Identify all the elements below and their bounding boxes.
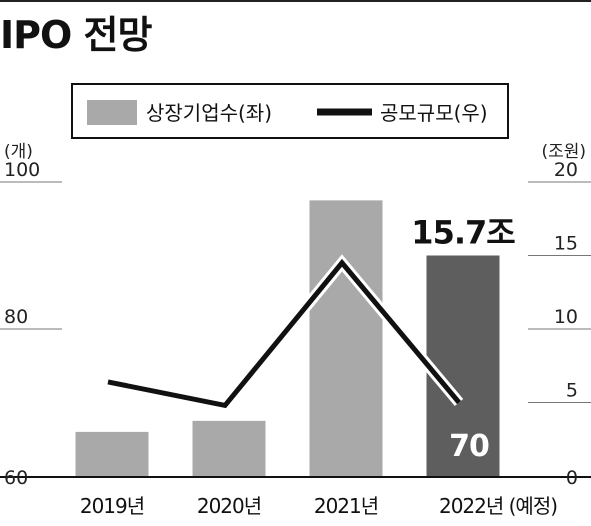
- right-tick-label: 0: [566, 467, 578, 489]
- category-label: 2019년: [80, 494, 144, 518]
- left-tick-label: 60: [4, 467, 28, 489]
- chart-title: IPO 전망: [0, 13, 152, 57]
- annotation-listings-2022: 70: [449, 429, 489, 464]
- annotation-offering-2022: 15.7조: [411, 214, 515, 252]
- bar-listings: [426, 255, 500, 476]
- category-label: 2022년 (예정): [439, 494, 557, 518]
- top-rule: [0, 0, 591, 2]
- line-offering-size: [107, 258, 461, 409]
- bar-listings: [192, 420, 266, 476]
- right-tick-label: 5: [566, 380, 578, 402]
- legend-bar-swatch: [87, 100, 137, 125]
- category-label: 2021년: [314, 494, 378, 518]
- bar-listings: [309, 200, 383, 476]
- category-label: 2020년: [197, 494, 261, 518]
- left-axis-unit: (개): [4, 142, 33, 162]
- legend-box: [71, 83, 509, 139]
- right-axis-unit: (조원): [541, 142, 586, 162]
- right-tick-label: 20: [554, 159, 578, 181]
- legend-line-label: 공모규모(우): [380, 101, 488, 125]
- right-tick-label: 10: [554, 306, 578, 328]
- left-tick-label: 100: [4, 159, 40, 181]
- bar-listings: [75, 431, 149, 476]
- left-tick-label: 80: [4, 306, 28, 328]
- right-tick-label: 15: [554, 233, 578, 255]
- legend-bar-label: 상장기업수(좌): [146, 101, 272, 125]
